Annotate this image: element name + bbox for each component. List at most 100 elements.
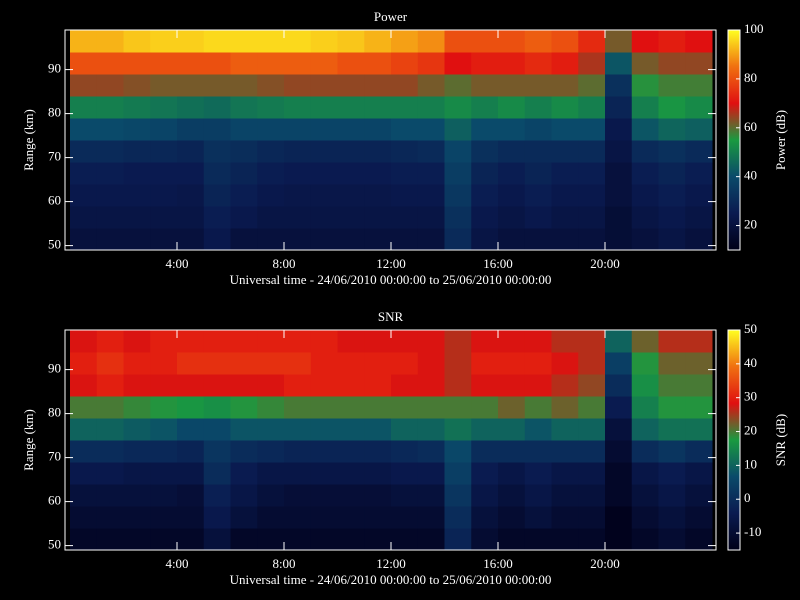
y-tick-label: 70 — [48, 449, 61, 464]
heatmap-cell — [631, 528, 659, 551]
heatmap-cell — [284, 206, 312, 229]
heatmap-cell — [551, 140, 579, 163]
y-tick-label: 80 — [48, 405, 61, 420]
heatmap-cell — [417, 96, 445, 119]
heatmap-cell — [417, 330, 445, 353]
heatmap-cell — [578, 418, 606, 441]
heatmap-cell — [203, 330, 231, 353]
heatmap-cell — [96, 352, 124, 375]
heatmap-cell — [391, 96, 419, 119]
heatmap-cell — [417, 506, 445, 529]
heatmap-cell — [551, 330, 579, 353]
heatmap-cell — [391, 396, 419, 419]
heatmap-cell — [524, 118, 552, 141]
heatmap-cell — [364, 162, 392, 185]
heatmap-cell — [230, 96, 258, 119]
heatmap-cell — [230, 52, 258, 75]
heatmap-cell — [444, 418, 472, 441]
heatmap-cell — [498, 352, 526, 375]
heatmap-cell — [364, 352, 392, 375]
heatmap-cell — [123, 228, 151, 251]
heatmap-cell — [284, 528, 312, 551]
heatmap-cell — [417, 162, 445, 185]
heatmap-cell — [391, 462, 419, 485]
heatmap-cell — [658, 506, 686, 529]
heatmap-cell — [524, 330, 552, 353]
heatmap-cell — [203, 418, 231, 441]
heatmap-cell — [177, 140, 205, 163]
heatmap-cell — [444, 118, 472, 141]
heatmap-cell — [551, 352, 579, 375]
heatmap-cell — [177, 396, 205, 419]
heatmap-cell — [551, 440, 579, 463]
heatmap-cell — [551, 374, 579, 397]
heatmap-cell — [257, 118, 285, 141]
heatmap-cell — [284, 140, 312, 163]
heatmap-cell — [284, 118, 312, 141]
heatmap-cell — [578, 140, 606, 163]
heatmap-cell — [524, 396, 552, 419]
heatmap-cell — [150, 228, 178, 251]
heatmap-cell — [444, 484, 472, 507]
heatmap-cell — [177, 52, 205, 75]
heatmap-cell — [203, 96, 231, 119]
heatmap-cell — [685, 462, 713, 485]
heatmap-cell — [123, 52, 151, 75]
colorbar — [728, 30, 740, 250]
colorbar-tick-label: 0 — [744, 490, 751, 505]
heatmap-cell — [150, 484, 178, 507]
heatmap-cell — [96, 184, 124, 207]
heatmap-cell — [284, 330, 312, 353]
heatmap-cell — [70, 330, 98, 353]
heatmap-cell — [257, 96, 285, 119]
heatmap-cell — [364, 374, 392, 397]
heatmap-cell — [364, 484, 392, 507]
heatmap-cell — [310, 374, 338, 397]
heatmap-cell — [150, 30, 178, 53]
heatmap-cell — [498, 528, 526, 551]
heatmap-cell — [177, 330, 205, 353]
heatmap-cell — [631, 396, 659, 419]
heatmap-cell — [364, 96, 392, 119]
heatmap-cell — [310, 418, 338, 441]
heatmap-cell — [578, 162, 606, 185]
heatmap-cell — [658, 228, 686, 251]
heatmap-cell — [551, 506, 579, 529]
heatmap-cell — [364, 74, 392, 97]
heatmap-cell — [551, 206, 579, 229]
heatmap-cell — [203, 162, 231, 185]
heatmap-cell — [605, 206, 633, 229]
heatmap-cell — [605, 440, 633, 463]
heatmap-cell — [444, 74, 472, 97]
heatmap-cell — [605, 140, 633, 163]
heatmap-cell — [70, 184, 98, 207]
heatmap-cell — [658, 140, 686, 163]
heatmap-cell — [685, 484, 713, 507]
heatmap-cell — [498, 374, 526, 397]
heatmap-cell — [230, 352, 258, 375]
heatmap-cell — [631, 140, 659, 163]
heatmap-cell — [605, 374, 633, 397]
y-tick-label: 90 — [48, 361, 61, 376]
heatmap-cell — [471, 118, 499, 141]
heatmap-cell — [444, 330, 472, 353]
heatmap-cell — [524, 506, 552, 529]
x-tick-label: 12:00 — [376, 256, 406, 271]
heatmap-cell — [257, 396, 285, 419]
colorbar-label: SNR (dB) — [773, 414, 788, 466]
heatmap-cell — [498, 118, 526, 141]
heatmap-cell — [203, 352, 231, 375]
heatmap-cell — [177, 462, 205, 485]
y-tick-label: 90 — [48, 61, 61, 76]
heatmap-cell — [471, 206, 499, 229]
heatmap-cell — [150, 96, 178, 119]
heatmap-cell — [230, 462, 258, 485]
heatmap-cell — [257, 418, 285, 441]
heatmap-cell — [203, 374, 231, 397]
heatmap-cell — [257, 352, 285, 375]
heatmap-cell — [471, 140, 499, 163]
heatmap-cell — [471, 162, 499, 185]
heatmap-cell — [551, 528, 579, 551]
heatmap-cell — [96, 462, 124, 485]
